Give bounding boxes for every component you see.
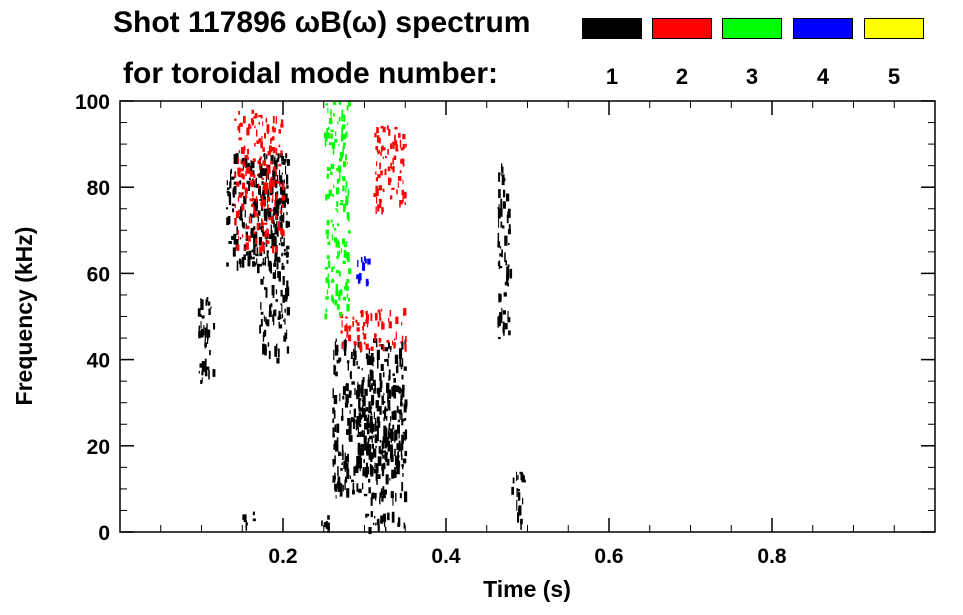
legend-label-mode-4: 4 <box>816 64 830 89</box>
spectrum-region-mode-1 <box>511 471 526 530</box>
spectrum-region-mode-4 <box>356 256 371 287</box>
spectrum-region-mode-2 <box>234 109 285 254</box>
plot-frame <box>119 100 936 533</box>
y-tick-label: 40 <box>87 350 110 373</box>
legend-label-mode-3: 3 <box>745 64 759 89</box>
minor-ticks <box>119 100 936 533</box>
x-axis-ticks: 0.2 0.4 0.6 0.8 <box>268 101 787 568</box>
spectrum-region-mode-1 <box>497 163 513 340</box>
spectrum-region-mode-2 <box>340 308 407 352</box>
legend-label-mode-2: 2 <box>675 64 689 89</box>
legend-swatch-mode-4 <box>793 18 853 39</box>
spectrum-region-mode-1 <box>197 297 216 384</box>
y-tick-label: 80 <box>87 177 110 200</box>
spectrum-region-mode-1 <box>258 153 290 364</box>
y-tick-label: 20 <box>87 436 110 459</box>
legend-label-mode-5: 5 <box>887 64 901 89</box>
x-tick-label: 0.2 <box>268 545 297 568</box>
spectrum-region-mode-1 <box>321 515 330 533</box>
spectrum-region-mode-1 <box>332 338 408 506</box>
y-tick-label: 100 <box>75 91 110 114</box>
legend-swatch-mode-2 <box>652 18 712 39</box>
y-axis-ticks: 0 20 40 60 80 100 <box>75 91 935 545</box>
y-tick-label: 0 <box>98 522 110 545</box>
spectrum-regions <box>197 101 526 535</box>
legend-swatch-mode-3 <box>722 18 782 39</box>
spectrum-region-mode-2 <box>373 125 407 215</box>
spectrum-region-mode-1 <box>357 381 408 478</box>
x-tick-label: 0.8 <box>757 545 787 568</box>
chart-title: Shot 117896 ωB(ω) spectrum <box>113 6 531 39</box>
legend-label-mode-1: 1 <box>605 64 619 89</box>
y-tick-label: 60 <box>87 263 110 286</box>
y-axis-label: Frequency (kHz) <box>11 227 37 406</box>
x-axis-label: Time (s) <box>483 576 571 602</box>
legend-swatch-mode-5 <box>864 18 924 39</box>
spectrum-region-mode-1 <box>365 511 406 535</box>
legend-swatch-mode-1 <box>582 18 642 39</box>
x-tick-label: 0.4 <box>431 545 461 568</box>
spectrum-region-mode-3 <box>323 101 352 320</box>
x-tick-label: 0.6 <box>594 545 623 568</box>
spectrum-region-mode-1 <box>242 511 256 531</box>
chart-subtitle: for toroidal mode number: <box>123 57 498 90</box>
